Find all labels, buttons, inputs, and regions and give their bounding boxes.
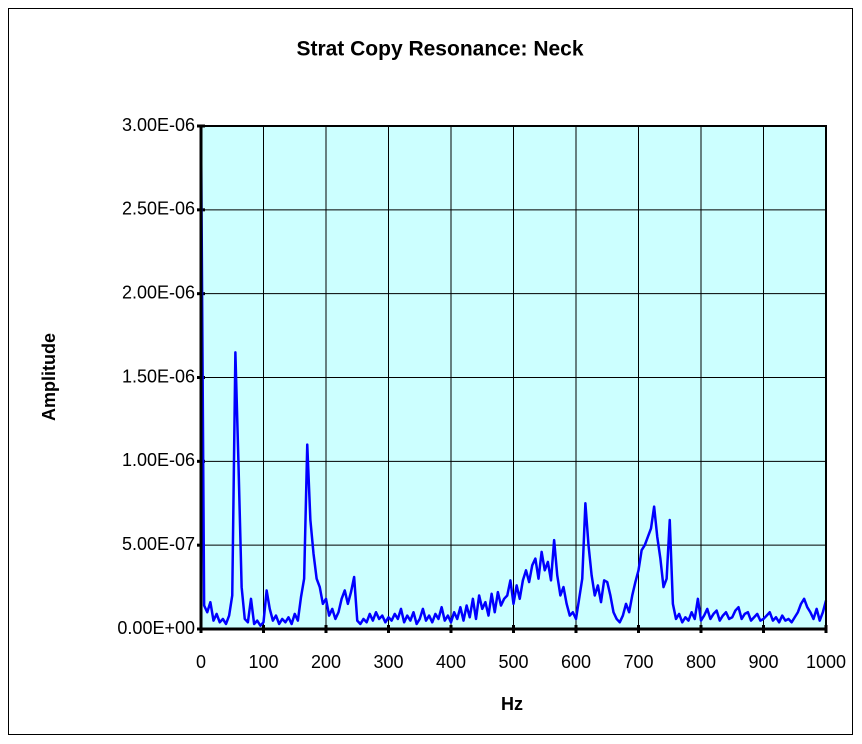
x-tick-label: 0 [196,652,206,672]
y-tick-label: 2.50E-06 [122,199,195,219]
y-tick-label: 0.00E+00 [117,618,195,638]
x-axis-label: Hz [501,694,523,714]
y-tick-label: 1.50E-06 [122,366,195,386]
x-tick-label: 600 [561,652,591,672]
x-tick-label: 300 [373,652,403,672]
x-tick-label: 700 [623,652,653,672]
x-tick-label: 200 [311,652,341,672]
data-line [199,125,828,627]
y-tick-label: 3.00E-06 [122,115,195,135]
x-tick-label: 800 [686,652,716,672]
y-tick-label: 5.00E-07 [122,534,195,554]
x-tick-label: 400 [436,652,466,672]
y-tick-label: 1.00E-06 [122,450,195,470]
x-tick-label: 500 [498,652,528,672]
chart-title: Strat Copy Resonance: Neck [296,38,583,61]
x-tick-label: 100 [248,652,278,672]
y-axis-label: Amplitude [39,333,59,421]
x-tick-label: 1000 [806,652,846,672]
x-tick-label: 900 [748,652,778,672]
y-tick-label: 2.00E-06 [122,282,195,302]
